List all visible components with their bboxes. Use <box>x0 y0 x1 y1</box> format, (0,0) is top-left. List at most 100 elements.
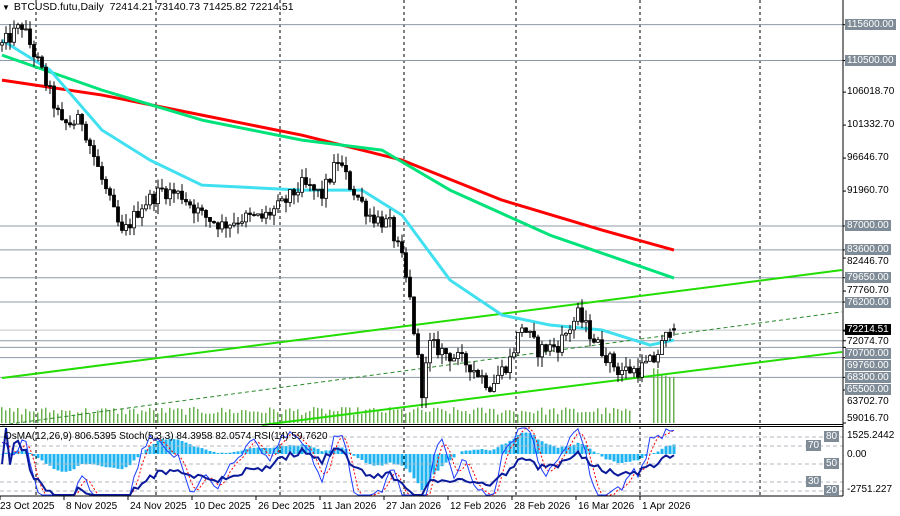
osma-bar <box>472 449 476 454</box>
volume-bar <box>497 414 499 423</box>
candle <box>584 310 588 333</box>
volume-bar <box>9 407 11 423</box>
volume-bar <box>509 410 511 423</box>
candle-body <box>160 187 164 190</box>
volume-bar <box>93 413 95 423</box>
candle-body <box>644 360 648 364</box>
candle-body <box>532 330 536 338</box>
volume-bar <box>337 411 339 423</box>
osma-bar <box>380 454 384 466</box>
osma-bar <box>248 448 252 454</box>
osma-bar <box>32 454 36 457</box>
volume-bar <box>437 407 439 423</box>
date-tick-label: 8 Nov 2025 <box>66 501 118 512</box>
candle-body <box>596 339 600 343</box>
candle-body <box>156 187 160 205</box>
candle-body <box>192 204 196 214</box>
candle-body <box>116 206 120 223</box>
osma-bar <box>420 454 424 491</box>
osma-bar <box>308 445 312 454</box>
volume-bar <box>29 411 31 423</box>
candle <box>340 155 344 168</box>
candle-body <box>284 198 288 203</box>
candle <box>564 331 568 341</box>
candle-body <box>44 66 48 86</box>
candle <box>596 336 600 343</box>
osma-bar <box>136 454 140 458</box>
osma-bar <box>552 445 556 454</box>
candle <box>68 115 72 128</box>
candle-body <box>64 119 68 124</box>
symbol-label: BTCUSD.futu,Daily <box>13 1 104 13</box>
candle <box>548 339 552 356</box>
volume-bar <box>117 413 119 423</box>
candle <box>380 210 384 233</box>
volume-bar <box>349 407 351 423</box>
osma-bar <box>164 439 168 454</box>
candle-body <box>276 200 280 210</box>
candle <box>672 323 676 336</box>
candle <box>624 357 628 379</box>
candle-body <box>636 368 640 378</box>
candle-body <box>384 218 388 228</box>
candle-body <box>336 162 340 164</box>
osma-bar <box>356 454 360 459</box>
candle-body <box>72 123 76 126</box>
volume-bar <box>613 407 615 423</box>
osma-bar <box>468 450 472 454</box>
candle-body <box>428 340 432 364</box>
date-tick-label: 28 Feb 2026 <box>514 501 571 512</box>
volume-bar <box>17 407 19 423</box>
candle <box>280 196 284 202</box>
osma-bar <box>352 454 356 456</box>
trendline <box>1 269 843 380</box>
candle-body <box>456 352 460 359</box>
candle-body <box>56 107 60 110</box>
volume-bar <box>669 377 671 423</box>
candle <box>292 187 296 205</box>
volume-bar <box>605 407 607 423</box>
candle <box>388 209 392 228</box>
candle-body <box>452 358 456 362</box>
osma-bar <box>636 454 640 461</box>
candle-body <box>364 200 368 217</box>
candle <box>12 20 16 46</box>
candle <box>532 322 536 340</box>
candle-body <box>304 177 308 185</box>
candle <box>72 119 76 130</box>
volume-bar <box>465 411 467 423</box>
collapse-triangle-icon[interactable]: ▼ <box>2 3 10 12</box>
volume-bar <box>385 412 387 423</box>
volume-bar <box>561 409 563 423</box>
osma-bar <box>196 447 200 454</box>
volume-bar <box>213 413 215 423</box>
volume-bar <box>49 412 51 423</box>
volume-bar <box>45 407 47 423</box>
candle-body <box>220 221 224 230</box>
osma-bar <box>4 452 8 454</box>
candle-body <box>528 330 532 333</box>
candle <box>0 39 4 52</box>
osma-bar <box>128 454 132 466</box>
volume-bar <box>97 410 99 423</box>
volume-bar <box>453 407 455 423</box>
candle <box>164 185 168 205</box>
osma-bar <box>428 454 432 481</box>
candle <box>620 362 624 382</box>
candle-body <box>608 353 612 364</box>
candle-body <box>176 190 180 194</box>
volume-bar <box>105 408 107 423</box>
candle-body <box>508 356 512 373</box>
volume-bar <box>449 413 451 423</box>
osma-bar <box>276 446 280 454</box>
candle-body <box>260 213 264 219</box>
volume-bar <box>245 410 247 423</box>
osma-bar <box>464 450 468 454</box>
candle-body <box>344 165 348 173</box>
candle-body <box>376 216 380 224</box>
candle-body <box>120 221 124 231</box>
osma-bar <box>316 448 320 454</box>
candle <box>448 351 452 372</box>
osma-bar <box>572 444 576 454</box>
